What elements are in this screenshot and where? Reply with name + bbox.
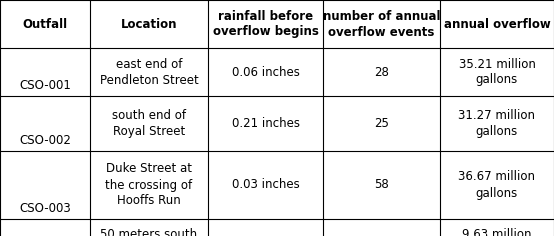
Text: 25: 25 <box>374 117 389 130</box>
Text: CSO-003: CSO-003 <box>19 202 71 215</box>
Text: 28: 28 <box>374 66 389 79</box>
Text: 35.21 million
gallons: 35.21 million gallons <box>459 58 535 87</box>
Text: 0.21 inches: 0.21 inches <box>232 117 300 130</box>
Text: rainfall before
overflow begins: rainfall before overflow begins <box>213 9 319 38</box>
Text: south end of
Royal Street: south end of Royal Street <box>112 109 186 138</box>
Text: Outfall: Outfall <box>23 17 68 30</box>
Text: east end of
Pendleton Street: east end of Pendleton Street <box>100 58 198 87</box>
Text: 58: 58 <box>374 178 389 191</box>
Text: 50 meters south
of Duke Street: 50 meters south of Duke Street <box>100 228 198 236</box>
Text: CSO-002: CSO-002 <box>19 134 71 147</box>
Text: 0.03 inches: 0.03 inches <box>232 178 299 191</box>
Text: CSO-001: CSO-001 <box>19 79 71 92</box>
Text: 31.27 million
gallons: 31.27 million gallons <box>459 109 536 138</box>
Text: 0.06 inches: 0.06 inches <box>232 66 300 79</box>
Text: Location: Location <box>121 17 177 30</box>
Text: Duke Street at
the crossing of
Hooffs Run: Duke Street at the crossing of Hooffs Ru… <box>105 163 193 207</box>
Text: annual overflow: annual overflow <box>444 17 550 30</box>
Text: number of annual
overflow events: number of annual overflow events <box>323 9 440 38</box>
Text: 9.63 million
gallons: 9.63 million gallons <box>462 228 532 236</box>
Text: 36.67 million
gallons: 36.67 million gallons <box>459 170 536 199</box>
